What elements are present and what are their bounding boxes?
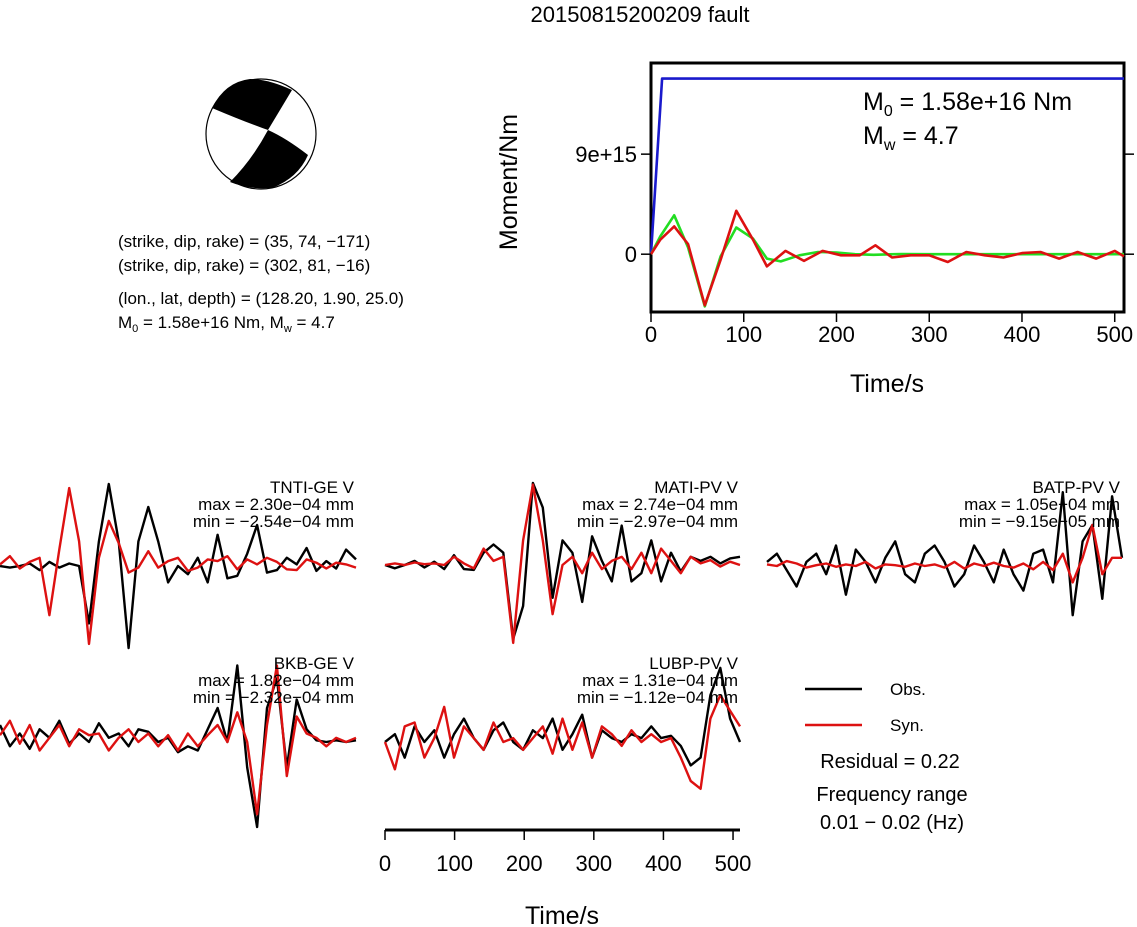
moment-series-synthetic bbox=[649, 209, 1125, 307]
mechanism-moment-line: M0 = 1.58e+16 Nm, Mw = 4.7 bbox=[118, 313, 335, 335]
observed-trace bbox=[766, 491, 1124, 617]
station-max: max = 1.05e−04 mm bbox=[964, 495, 1120, 514]
waveform-x-tick-label: 400 bbox=[645, 851, 682, 876]
synthetic-trace bbox=[384, 483, 741, 645]
focal-mechanism-beachball bbox=[205, 78, 317, 190]
moment-x-tick-label: 100 bbox=[725, 322, 762, 347]
mechanism-line-1: (strike, dip, rake) = (35, 74, −171) bbox=[118, 232, 370, 251]
observed-trace bbox=[0, 482, 357, 650]
station-min: min = −2.54e−04 mm bbox=[193, 512, 354, 531]
residual-text: Residual = 0.22 bbox=[820, 751, 960, 773]
frequency-range-title: Frequency range bbox=[816, 784, 967, 806]
waveform-x-tick-label: 100 bbox=[436, 851, 473, 876]
station-max: max = 1.31e−04 mm bbox=[582, 671, 738, 690]
station-min: min = −2.32e−04 mm bbox=[193, 688, 354, 707]
station-name: TNTI-GE V bbox=[270, 478, 355, 497]
frequency-range-value: 0.01 − 0.02 (Hz) bbox=[820, 812, 964, 834]
moment-x-axis-label: Time/s bbox=[850, 370, 924, 398]
legend-obs-label: Obs. bbox=[890, 680, 926, 699]
synthetic-trace bbox=[0, 486, 357, 646]
waveform-x-tick-label: 500 bbox=[715, 851, 752, 876]
station-min: min = −9.15e−05 mm bbox=[959, 512, 1120, 531]
waveform-x-tick-label: 300 bbox=[575, 851, 612, 876]
moment-x-tick-label: 200 bbox=[818, 322, 855, 347]
moment-x-tick-label: 400 bbox=[1004, 322, 1041, 347]
station-name: MATI-PV V bbox=[654, 478, 738, 497]
legend: Obs. Syn. Residual = 0.22 Frequency rang… bbox=[805, 680, 968, 834]
station-max: max = 2.30e−04 mm bbox=[198, 495, 354, 514]
station-name: LUBP-PV V bbox=[649, 654, 738, 673]
moment-x-tick-label: 300 bbox=[911, 322, 948, 347]
figure-title: 20150815200209 fault bbox=[531, 2, 750, 27]
moment-x-tick-label: 0 bbox=[645, 322, 657, 347]
moment-mw-annotation: Mw = 4.7 bbox=[863, 122, 959, 154]
moment-y-tick-label: 9e+15 bbox=[575, 142, 637, 167]
observed-trace bbox=[0, 664, 357, 829]
synthetic-trace bbox=[383, 694, 742, 790]
waveform-time-axis: 0 100 200 300 400 500 bbox=[379, 828, 752, 876]
moment-series-stf bbox=[649, 77, 1124, 255]
waveform-x-axis-label: Time/s bbox=[525, 902, 599, 927]
station-name: BATP-PV V bbox=[1032, 478, 1120, 497]
moment-m0-annotation: M0 = 1.58e+16 Nm bbox=[863, 88, 1072, 120]
station-max: max = 1.82e−04 mm bbox=[198, 671, 354, 690]
synthetic-trace bbox=[766, 523, 1122, 584]
station-max: max = 2.74e−04 mm bbox=[582, 495, 738, 514]
legend-syn-label: Syn. bbox=[890, 716, 924, 735]
waveform-x-tick-label: 200 bbox=[506, 851, 543, 876]
observed-trace bbox=[384, 666, 742, 767]
waveform-x-tick-label: 0 bbox=[379, 851, 391, 876]
moment-plot-frame bbox=[649, 61, 1126, 314]
station-min: min = −1.12e−04 mm bbox=[577, 688, 738, 707]
synthetic-trace bbox=[0, 664, 357, 816]
mechanism-line-3: (lon., lat, depth) = (128.20, 1.90, 25.0… bbox=[118, 289, 404, 308]
mechanism-line-2: (strike, dip, rake) = (302, 81, −16) bbox=[118, 256, 370, 275]
moment-x-tick-label: 500 bbox=[1096, 322, 1133, 347]
moment-y-tick-label: 0 bbox=[625, 242, 637, 267]
moment-y-axis-label: Moment/Nm bbox=[495, 114, 523, 250]
station-min: min = −2.97e−04 mm bbox=[577, 512, 738, 531]
moment-series-green bbox=[649, 214, 1124, 308]
station-name: BKB-GE V bbox=[274, 654, 355, 673]
